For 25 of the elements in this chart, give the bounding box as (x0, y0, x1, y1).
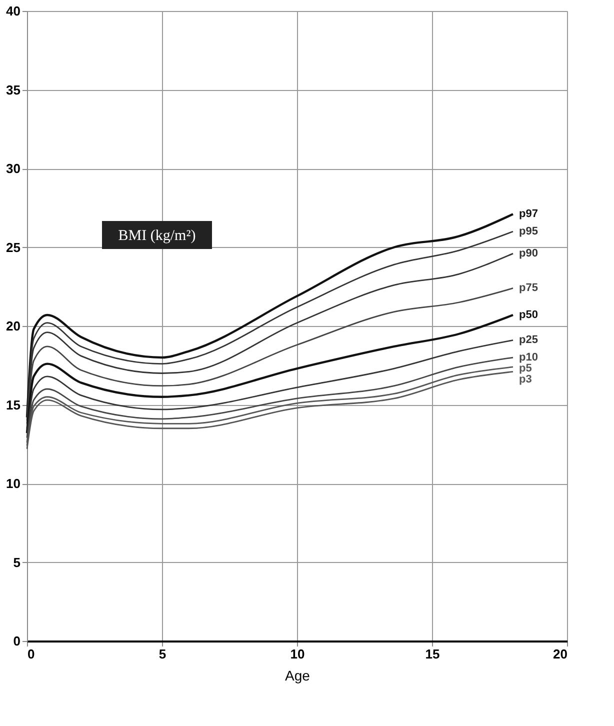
x-tick-label: 20 (553, 646, 568, 662)
series-label: p97 (519, 208, 538, 220)
x-tick-label: 15 (425, 646, 440, 662)
y-tick-label: 0 (13, 634, 20, 648)
series-label: p95 (519, 226, 538, 238)
y-tick-label: 15 (6, 397, 20, 412)
series-label: p75 (519, 282, 538, 294)
y-tick-label: 35 (6, 82, 20, 98)
y-tick-label: 10 (6, 476, 20, 491)
y-tick-label: 30 (6, 161, 20, 176)
y-tick-label: 20 (6, 318, 20, 334)
series-label: p5 (519, 362, 532, 374)
y-tick-label: 25 (6, 240, 20, 255)
series-label: p25 (519, 334, 538, 346)
x-tick-label: 0 (28, 646, 35, 662)
series-label: p50 (519, 308, 538, 321)
annotation: BMI (kg/m²) (118, 228, 196, 244)
y-tick-label: 5 (13, 554, 20, 570)
series-label: p3 (519, 374, 532, 386)
x-tick-label: 10 (290, 646, 305, 662)
x-tick-label: 5 (158, 646, 166, 662)
y-tick-label: 40 (6, 4, 20, 18)
series-label: p90 (519, 248, 538, 260)
x-axis-title: Age (285, 668, 310, 684)
series-label: p10 (519, 352, 538, 364)
